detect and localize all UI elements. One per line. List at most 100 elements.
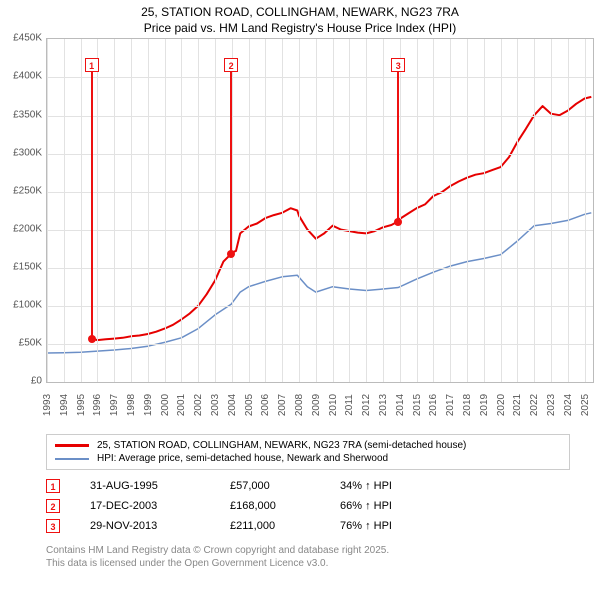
x-tick-label: 1996 <box>92 394 103 416</box>
gridline-horizontal <box>47 344 593 345</box>
legend-label: HPI: Average price, semi-detached house,… <box>97 453 388 464</box>
gridline-vertical <box>148 39 149 382</box>
gridline-vertical <box>165 39 166 382</box>
x-tick-label: 2001 <box>176 394 187 416</box>
gridline-vertical <box>299 39 300 382</box>
y-tick-label: £300K <box>13 147 42 158</box>
x-tick-label: 1998 <box>126 394 137 416</box>
gridline-vertical <box>114 39 115 382</box>
gridline-horizontal <box>47 306 593 307</box>
x-tick-label: 2015 <box>412 394 423 416</box>
x-tick-label: 2005 <box>244 394 255 416</box>
y-tick-label: £400K <box>13 71 42 82</box>
x-tick-label: 1997 <box>109 394 120 416</box>
gridline-vertical <box>64 39 65 382</box>
gridline-vertical <box>81 39 82 382</box>
x-tick-label: 2019 <box>479 394 490 416</box>
gridline-horizontal <box>47 230 593 231</box>
chart-area: £0£50K£100K£150K£200K£250K£300K£350K£400… <box>0 38 600 428</box>
y-tick-label: £450K <box>13 33 42 44</box>
gridline-vertical <box>568 39 569 382</box>
gridline-vertical <box>484 39 485 382</box>
x-tick-label: 2018 <box>462 394 473 416</box>
gridline-vertical <box>383 39 384 382</box>
sale-marker-dot <box>227 250 235 258</box>
sale-marker-line <box>91 72 93 339</box>
x-tick-label: 2012 <box>361 394 372 416</box>
gridline-vertical <box>131 39 132 382</box>
gridline-vertical <box>265 39 266 382</box>
gridline-vertical <box>349 39 350 382</box>
y-tick-label: £200K <box>13 223 42 234</box>
x-tick-label: 2008 <box>294 394 305 416</box>
series-line-hpi <box>47 213 591 353</box>
legend-swatch <box>55 444 89 447</box>
x-tick-label: 2016 <box>428 394 439 416</box>
y-tick-label: £150K <box>13 262 42 273</box>
x-tick-label: 2009 <box>311 394 322 416</box>
x-tick-label: 2020 <box>496 394 507 416</box>
x-tick-label: 1999 <box>143 394 154 416</box>
gridline-vertical <box>534 39 535 382</box>
x-tick-label: 2024 <box>563 394 574 416</box>
sale-marker-box: 1 <box>85 58 99 72</box>
sale-marker-line <box>230 72 232 254</box>
x-tick-label: 1994 <box>59 394 70 416</box>
x-tick-label: 2006 <box>260 394 271 416</box>
chart-title: 25, STATION ROAD, COLLINGHAM, NEWARK, NG… <box>0 0 600 38</box>
gridline-vertical <box>333 39 334 382</box>
x-tick-label: 1993 <box>42 394 53 416</box>
sale-hpi-delta: 66% ↑ HPI <box>340 500 392 512</box>
series-line-price_paid <box>92 97 592 340</box>
gridline-vertical <box>450 39 451 382</box>
x-tick-label: 2022 <box>529 394 540 416</box>
sale-row: 329-NOV-2013£211,00076% ↑ HPI <box>46 516 570 536</box>
sale-row: 2 17-DEC-2003 £168,000 66% ↑ HPI <box>46 496 570 516</box>
gridline-horizontal <box>47 154 593 155</box>
sale-marker-dot <box>88 335 96 343</box>
sale-date: 31-AUG-1995 <box>90 480 210 492</box>
gridline-horizontal <box>47 77 593 78</box>
x-tick-label: 1995 <box>76 394 87 416</box>
attribution-line-2: This data is licensed under the Open Gov… <box>46 557 570 570</box>
gridline-vertical <box>97 39 98 382</box>
x-axis: 1993199419951996199719981999200020012002… <box>46 383 594 428</box>
x-tick-label: 2003 <box>210 394 221 416</box>
y-tick-label: £0 <box>31 376 42 387</box>
x-tick-label: 2002 <box>193 394 204 416</box>
x-tick-label: 2011 <box>344 395 355 417</box>
sale-price: £168,000 <box>230 500 320 512</box>
gridline-vertical <box>198 39 199 382</box>
x-tick-label: 2000 <box>160 394 171 416</box>
gridline-horizontal <box>47 268 593 269</box>
legend-label: 25, STATION ROAD, COLLINGHAM, NEWARK, NG… <box>97 440 466 451</box>
gridline-vertical <box>316 39 317 382</box>
x-tick-label: 2010 <box>328 394 339 416</box>
x-tick-label: 2025 <box>580 394 591 416</box>
sale-date: 17-DEC-2003 <box>90 500 210 512</box>
gridline-vertical <box>249 39 250 382</box>
sale-marker-dot <box>394 218 402 226</box>
title-line-1: 25, STATION ROAD, COLLINGHAM, NEWARK, NG… <box>0 4 600 20</box>
y-axis: £0£50K£100K£150K£200K£250K£300K£350K£400… <box>0 38 46 383</box>
y-tick-label: £250K <box>13 185 42 196</box>
sale-row-marker: 1 <box>46 479 60 493</box>
sales-table: 131-AUG-1995£57,00034% ↑ HPI217-DEC-2003… <box>46 476 570 536</box>
x-tick-label: 2007 <box>277 394 288 416</box>
sale-row-marker: 2 <box>46 499 60 513</box>
sale-price: £211,000 <box>230 520 320 532</box>
sale-row: 131-AUG-1995£57,00034% ↑ HPI <box>46 476 570 496</box>
legend-item: 25, STATION ROAD, COLLINGHAM, NEWARK, NG… <box>55 439 561 452</box>
gridline-vertical <box>517 39 518 382</box>
gridline-vertical <box>467 39 468 382</box>
sale-hpi-delta: 34% ↑ HPI <box>340 480 392 492</box>
gridline-vertical <box>181 39 182 382</box>
sale-date: 29-NOV-2013 <box>90 520 210 532</box>
sale-marker-box: 2 <box>224 58 238 72</box>
gridline-vertical <box>501 39 502 382</box>
gridline-vertical <box>282 39 283 382</box>
x-tick-label: 2023 <box>546 394 557 416</box>
gridline-vertical <box>366 39 367 382</box>
attribution-line-1: Contains HM Land Registry data © Crown c… <box>46 544 570 557</box>
y-tick-label: £50K <box>19 338 42 349</box>
